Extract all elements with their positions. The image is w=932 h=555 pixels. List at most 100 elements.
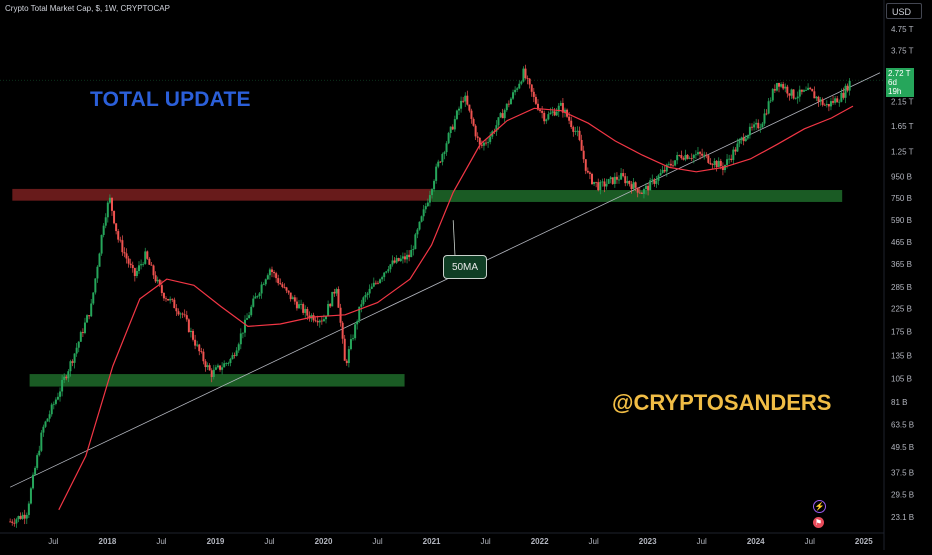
candle-body — [773, 89, 776, 91]
ma-50-line — [58, 105, 854, 511]
candle-body — [393, 260, 396, 263]
candle-body — [788, 93, 791, 96]
candle-body — [823, 104, 826, 106]
candle-body — [210, 370, 213, 377]
candle-body — [169, 298, 172, 301]
currency-button[interactable]: USD — [886, 3, 922, 19]
candle-body — [316, 320, 319, 323]
price-tick-label: 365 B — [891, 260, 912, 269]
candle-body — [56, 396, 59, 400]
candle-body — [381, 277, 384, 280]
candle-body — [690, 158, 693, 159]
candle-body — [553, 111, 556, 116]
candle-body — [460, 100, 463, 109]
candle-body — [528, 78, 531, 85]
candle-body — [522, 68, 525, 82]
candle-body — [395, 258, 398, 263]
candle-body — [549, 112, 552, 115]
candle-body — [798, 89, 801, 97]
price-tick-label: 63.5 B — [891, 420, 914, 429]
candle-body — [152, 265, 155, 276]
candle-body — [397, 258, 400, 261]
candle-body — [387, 269, 390, 272]
candle-body — [482, 142, 485, 146]
candle-body — [709, 162, 712, 165]
candle-body — [48, 414, 51, 419]
candle-body — [489, 136, 492, 142]
candle-body — [561, 102, 564, 113]
candle-body — [784, 86, 787, 89]
candle-body — [534, 96, 537, 104]
candle-body — [19, 516, 22, 519]
candle-body — [320, 320, 323, 322]
candle-body — [15, 519, 18, 524]
candle-body — [40, 432, 43, 451]
last-price-tag: 2.72 T 6d 19h — [886, 68, 914, 97]
candle-body — [422, 209, 425, 217]
candle-body — [86, 315, 89, 323]
candle-body — [322, 319, 325, 322]
candle-body — [796, 96, 799, 99]
candle-body — [838, 101, 841, 103]
candle-body — [572, 127, 575, 132]
time-axis[interactable]: Jul 2018 Jul 2019 Jul 2020 Jul 2021 Jul 2022 Jul 20… — [48, 537, 873, 546]
candle-body — [225, 363, 228, 364]
candle-body — [732, 149, 735, 160]
candle-body — [25, 514, 28, 519]
candle-body — [79, 332, 82, 342]
candle-body — [140, 264, 143, 266]
candle-body — [131, 265, 134, 269]
candle-body — [362, 297, 365, 305]
candle-body — [133, 268, 136, 276]
candle-body — [354, 324, 357, 339]
candle-body — [582, 150, 585, 160]
candle-body — [54, 399, 57, 404]
time-tick-label: 2018 — [99, 537, 117, 546]
candle-body — [437, 161, 440, 167]
symbol-header: Crypto Total Market Cap, $, 1W, CRYPTOCA… — [5, 4, 170, 13]
candle-body — [254, 296, 257, 299]
candle-body — [466, 95, 469, 105]
candle-body — [233, 355, 236, 356]
candle-body — [75, 347, 78, 354]
candle-body — [329, 303, 332, 307]
candle-body — [626, 180, 629, 184]
candle-body — [678, 155, 681, 156]
candle-body — [649, 180, 652, 191]
candle-body — [568, 116, 571, 121]
candle-body — [115, 223, 118, 232]
candle-body — [447, 133, 450, 144]
candle-body — [171, 298, 174, 300]
time-tick-label: 2019 — [207, 537, 225, 546]
candle-body — [682, 158, 685, 160]
candle-body — [376, 282, 379, 284]
candle-body — [71, 361, 74, 363]
candle-body — [665, 164, 668, 172]
candle-body — [800, 89, 803, 92]
time-tick-label: 2020 — [315, 537, 333, 546]
price-tick-label: 950 B — [891, 173, 912, 182]
time-tick-label: Jul — [805, 537, 815, 546]
candle-body — [202, 351, 205, 362]
lightning-icon[interactable]: ⚡ — [813, 500, 826, 513]
candle-body — [717, 160, 720, 168]
candles-layer — [9, 64, 851, 528]
candle-body — [90, 303, 93, 317]
candle-body — [846, 85, 849, 91]
candle-body — [358, 306, 361, 322]
candle-body — [403, 256, 406, 260]
candle-body — [638, 192, 641, 194]
candle-body — [98, 253, 101, 267]
candle-body — [834, 98, 837, 103]
price-tick-label: 2.15 T — [891, 98, 914, 107]
candle-body — [547, 114, 550, 120]
time-tick-label: Jul — [48, 537, 58, 546]
flag-icon[interactable]: ⚑ — [813, 517, 824, 528]
candle-body — [206, 365, 209, 368]
candle-body — [767, 101, 770, 114]
candle-body — [61, 379, 64, 392]
time-tick-label: 2021 — [423, 537, 441, 546]
candle-body — [539, 109, 542, 111]
